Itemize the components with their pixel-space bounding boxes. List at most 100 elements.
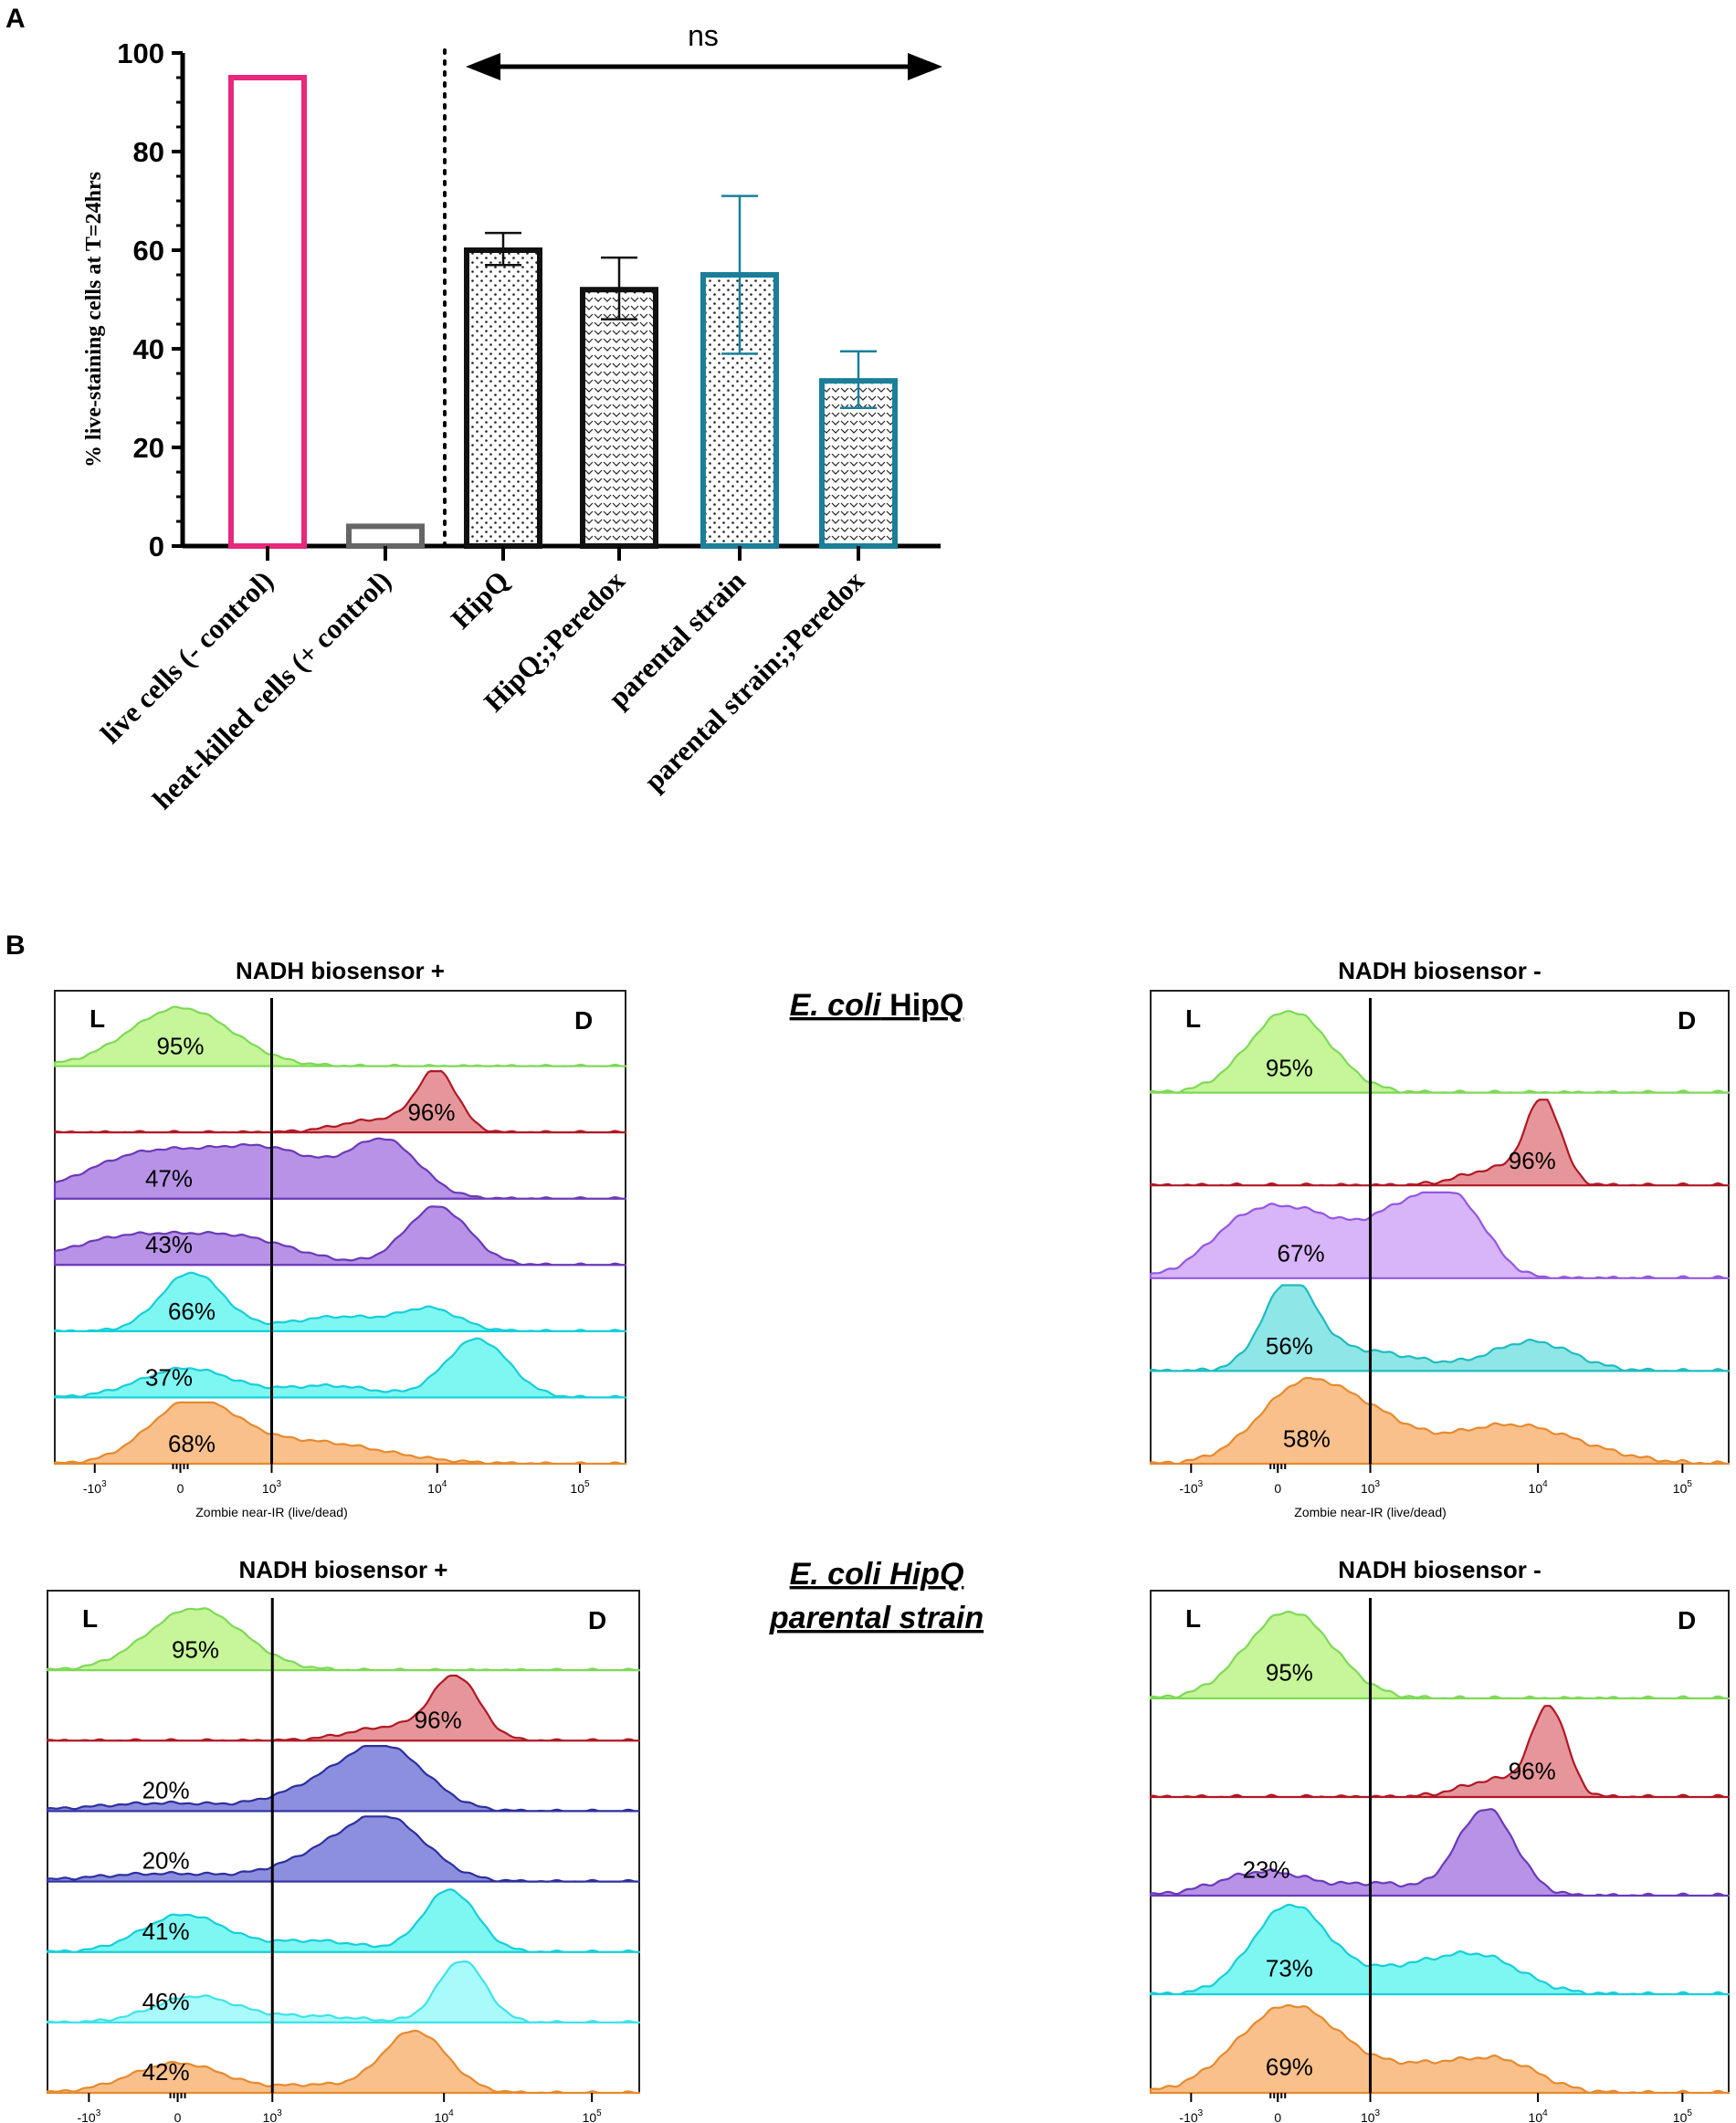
histogram-title: NADH biosensor + xyxy=(239,1556,448,1583)
track-percent-label: 56% xyxy=(1266,1332,1313,1360)
x-tick-exponent: 5 xyxy=(1687,2108,1692,2118)
x-tick-label: 0 xyxy=(177,1481,184,1496)
strain-label-hipq: E. coli HipQ xyxy=(790,988,964,1023)
x-tick-label: 104 xyxy=(1529,2108,1549,2123)
bar xyxy=(346,523,425,550)
ns-arrow-head-left xyxy=(466,53,500,80)
histogram-track xyxy=(53,1205,627,1266)
x-tick-exponent: 5 xyxy=(596,2108,602,2118)
track-percent-label: 96% xyxy=(415,1706,462,1733)
gate-label-live: L xyxy=(1185,1604,1201,1633)
track-percent-label: 47% xyxy=(145,1165,193,1193)
x-tick-label: 103 xyxy=(262,1479,282,1496)
x-tick-exponent: 4 xyxy=(1542,2108,1548,2118)
histogram-track xyxy=(46,1674,641,1742)
histogram-track xyxy=(46,1960,641,2023)
y-tick-label: 60 xyxy=(133,235,164,267)
track-percent-label: 95% xyxy=(1266,1054,1313,1081)
x-tick-exponent: 3 xyxy=(96,2108,101,2118)
x-tick-exponent: 3 xyxy=(1198,1479,1204,1489)
track-percent-label: 96% xyxy=(1509,1147,1556,1174)
x-tick-label: 104 xyxy=(435,2108,455,2123)
gate-label-dead: D xyxy=(1678,1606,1696,1634)
x-tick-label: 105 xyxy=(583,2108,603,2123)
histogram-panel: NADH biosensor - 95% 96% 23% 73% 69% L D -103 0 10… xyxy=(1149,1556,1731,2123)
track-percent-label: 46% xyxy=(142,1988,190,2015)
x-tick-exponent: 4 xyxy=(448,2108,454,2118)
histogram-title: NADH biosensor - xyxy=(1338,1556,1541,1583)
histogram-track xyxy=(53,1401,627,1466)
x-tick-exponent: 3 xyxy=(1375,2108,1381,2118)
x-tick-exponent: 3 xyxy=(277,2108,282,2118)
histogram-track xyxy=(1149,1705,1731,1799)
histogram-track xyxy=(46,1607,641,1672)
gate-label-live: L xyxy=(1185,1004,1201,1033)
histogram-track xyxy=(53,1005,627,1067)
track-percent-label: 41% xyxy=(142,1918,190,1945)
histogram-track xyxy=(53,1271,627,1332)
histogram-panel: NADH biosensor + 95% 96% 20% 20% 41% 46% 42% L D -… xyxy=(46,1556,641,2123)
panel-a-label: A xyxy=(5,4,26,34)
x-tick-label: 104 xyxy=(1529,1479,1549,1496)
x-tick-label: 105 xyxy=(1673,2108,1693,2123)
track-percent-label: 69% xyxy=(1266,2054,1313,2081)
x-tick-label: 104 xyxy=(427,1479,447,1496)
bar xyxy=(580,287,658,549)
y-axis-label: % live-staining cells at T=24hrs xyxy=(82,172,106,468)
gate-label-dead: D xyxy=(1678,1006,1696,1035)
x-tick-label: 0 xyxy=(1274,2110,1281,2123)
x-tick-exponent: 3 xyxy=(1198,2108,1204,2118)
histogram-track xyxy=(1149,1377,1731,1466)
x-category-label: parental strain;;Peredox xyxy=(637,564,870,797)
x-axis-label: Zombie near-IR (live/dead) xyxy=(1294,1505,1447,1519)
histogram-track xyxy=(53,1337,627,1399)
histogram-panel: NADH biosensor + 95% 96% 47% 43% 66% 37% 68% L D -… xyxy=(53,957,627,1519)
ns-annotation: ns xyxy=(688,19,719,52)
track-percent-label: 68% xyxy=(168,1430,216,1457)
track-percent-label: 67% xyxy=(1278,1240,1325,1267)
histogram-track xyxy=(1149,2003,1731,2095)
histogram-track xyxy=(1149,1284,1731,1372)
x-tick-exponent: 3 xyxy=(1375,1479,1381,1489)
x-tick-label: 0 xyxy=(174,2110,182,2123)
track-percent-label: 95% xyxy=(172,1635,219,1663)
gate-label-live: L xyxy=(89,1004,105,1033)
x-tick-label: 0 xyxy=(1274,1481,1281,1496)
x-tick-label: -103 xyxy=(77,2108,100,2123)
x-tick-label: -103 xyxy=(83,1479,107,1496)
track-percent-label: 23% xyxy=(1243,1856,1290,1884)
track-percent-label: 96% xyxy=(1509,1758,1556,1785)
gate-label-dead: D xyxy=(574,1006,593,1035)
gate-label-live: L xyxy=(82,1604,98,1633)
histogram-title: NADH biosensor - xyxy=(1338,957,1541,984)
x-tick-exponent: 4 xyxy=(442,1479,447,1489)
histogram-track xyxy=(46,1888,641,1953)
x-tick-label: -103 xyxy=(1179,1479,1203,1496)
y-tick-label: 80 xyxy=(133,136,164,168)
histogram-track xyxy=(1149,1191,1731,1279)
histogram-panels: NADH biosensor + 95% 96% 47% 43% 66% 37% 68% L D -… xyxy=(46,957,1731,2123)
histogram-track xyxy=(46,2029,641,2095)
histogram-track xyxy=(1149,1610,1731,1700)
histogram-track xyxy=(1149,1903,1731,1996)
strain-label-parental-2: parental strain xyxy=(769,1601,984,1635)
y-tick-label: 40 xyxy=(133,333,164,365)
x-tick-label: 103 xyxy=(263,2108,283,2123)
bar xyxy=(464,247,542,549)
histogram-track xyxy=(1149,1808,1731,1897)
x-tick-label: -103 xyxy=(1179,2108,1203,2123)
x-tick-exponent: 3 xyxy=(277,1479,282,1489)
histogram-panel: NADH biosensor - 95% 96% 67% 56% 58% L D -103 0 10… xyxy=(1149,957,1731,1519)
bar-chart: % live-staining cells at T=24hrs ns 0 20 4… xyxy=(82,19,942,815)
y-tick-label: 20 xyxy=(133,432,164,464)
panel-b-label: B xyxy=(5,930,26,961)
y-tick-label: 0 xyxy=(149,531,164,562)
x-axis-label: Zombie near-IR (live/dead) xyxy=(195,1505,348,1519)
track-percent-label: 66% xyxy=(168,1298,216,1325)
histogram-track xyxy=(53,1070,627,1134)
x-tick-exponent: 4 xyxy=(1542,1479,1548,1489)
histogram-track xyxy=(46,1745,641,1813)
track-percent-label: 43% xyxy=(145,1231,193,1258)
histogram-track xyxy=(46,1815,641,1883)
